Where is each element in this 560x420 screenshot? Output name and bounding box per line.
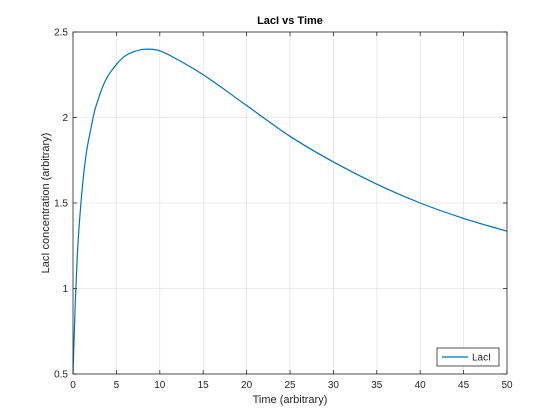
- plot-area: [72, 31, 508, 375]
- series-group: [72, 48, 508, 375]
- y-tick-label: 0.5: [54, 370, 68, 381]
- x-tick-label: 30: [328, 380, 340, 391]
- x-tick-label: 40: [415, 380, 427, 391]
- series-line-laci: [72, 48, 508, 375]
- y-tick-label: 2: [62, 113, 68, 124]
- legend: LacI: [436, 347, 500, 367]
- y-axis-label: LacI concentration (arbitrary): [40, 133, 52, 274]
- x-tick-label: 15: [198, 380, 210, 391]
- chart-title: LacI vs Time: [257, 15, 323, 27]
- x-axis-label: Time (arbitrary): [253, 394, 328, 406]
- x-tick-labels: 0 5 10 15 20 25 30 35 40 45 50: [70, 380, 513, 391]
- x-tick-label: 20: [241, 380, 253, 391]
- y-tick-label: 2.5: [54, 28, 68, 39]
- x-tick-label: 50: [501, 380, 513, 391]
- x-tick-label: 25: [284, 380, 296, 391]
- x-tick-label: 5: [114, 380, 120, 391]
- y-tick-label: 1: [62, 284, 68, 295]
- x-tick-label: 35: [371, 380, 383, 391]
- y-tick-label: 1.5: [54, 199, 68, 210]
- x-tick-label: 0: [70, 380, 76, 391]
- ticks: [72, 31, 508, 375]
- y-tick-labels: 0.5 1 1.5 2 2.5: [54, 28, 68, 381]
- legend-label: LacI: [472, 353, 491, 364]
- x-tick-label: 45: [458, 380, 470, 391]
- x-tick-label: 10: [154, 380, 166, 391]
